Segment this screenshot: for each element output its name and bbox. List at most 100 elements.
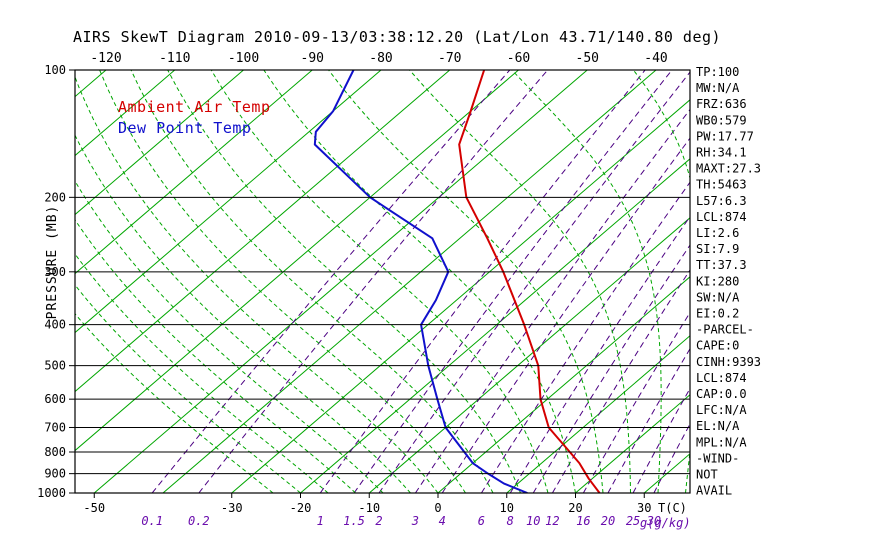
pressure-tick-label: 800 [44,445,66,459]
stat-tp-100: TP:100 [696,65,739,79]
top-temp-tick-label: -70 [438,51,461,66]
pressure-tick-label: 400 [44,318,66,332]
isotherm-line [75,70,451,393]
pressure-tick-label: 1000 [37,486,66,500]
isotherm-line [437,276,690,493]
stat-el-n-a: EL:N/A [696,419,740,433]
stat-lcl-874: LCL:874 [696,210,747,224]
top-temp-tick-label: -80 [369,51,392,66]
mixing-ratio-line [441,137,690,493]
top-temp-tick-label: -60 [507,51,530,66]
temp-unit-label: T(C) [658,501,687,515]
stat-si-7-9: SI:7.9 [696,242,739,256]
mixing-ratio-line [378,71,690,493]
moist-adiabat-line [75,75,439,493]
isotherm-line [75,70,382,334]
top-temp-tick-label: -100 [228,51,259,66]
isotherm-line [162,70,657,493]
legend-ambient-air-temp: Ambient Air Temp [118,98,271,116]
stat-th-5463: TH:5463 [696,178,747,192]
pressure-tick-label: 700 [44,420,66,434]
stat-maxt-27-3: MAXT:27.3 [696,162,761,176]
isotherm-line [75,70,176,157]
stat-ei-0-2: EI:0.2 [696,307,739,321]
moist-adiabat-line [75,312,274,493]
dew-point-temp-curve [313,70,528,493]
isotherm-line [575,394,690,493]
ambient-air-temp-curve [458,70,601,493]
top-temp-tick-label: -40 [644,51,667,66]
pressure-tick-label: 100 [44,63,66,77]
mixing-ratio-tick-label: 3 [411,514,419,528]
stat-pw-17-77: PW:17.77 [696,129,754,143]
mixing-ratio-tick-label: 30 [646,514,661,528]
isotherm-line [75,70,519,452]
pressure-tick-label: 900 [44,467,66,481]
stat-frz-636: FRZ:636 [696,97,747,111]
isotherm-line [643,453,690,493]
isotherm-line [0,70,37,493]
isotherm-line [368,217,690,493]
pressure-axis-label: PRESSURE (MB) [45,205,60,320]
stat-rh-34-1: RH:34.1 [696,146,747,160]
mixing-ratio-tick-label: 16 [576,514,590,528]
top-temp-tick-label: -50 [576,51,599,66]
stat-parcel: -PARCEL- [696,323,754,337]
moist-adiabat-line [99,70,466,493]
pressure-tick-label: 500 [44,359,66,373]
bottom-temp-tick-label: 0 [434,501,441,515]
chart-title: AIRS SkewT Diagram 2010-09-13/03:38:12.2… [73,28,721,46]
stat-li-2-6: LI:2.6 [696,226,739,240]
bottom-temp-tick-label: -50 [83,501,105,515]
isotherm-line [75,70,244,216]
mixing-ratio-line [632,387,690,493]
stat-wind: -WIND- [696,451,739,465]
stat-ki-280: KI:280 [696,274,739,288]
moist-adiabat-line [75,134,411,493]
mixing-ratio-line [198,70,549,493]
mixing-ratio-tick-label: 1.5 [343,514,365,528]
stats-panel: TP:100 MW:N/A FRZ:636 WB0:579 PW:17.77 RH:34.… [696,65,761,498]
bottom-temp-tick-label: -20 [290,501,312,515]
bottom-temp-tick-label: -30 [221,501,243,515]
mixing-ratio-line [532,244,690,493]
mixing-ratio-line [551,269,690,493]
moist-adiabat-line [210,70,549,493]
stat-mpl-n-a: MPL:N/A [696,435,747,449]
mixing-ratio-tick-label: 10 [526,514,540,528]
moist-adiabat-line [75,180,384,493]
mixing-ratio-tick-label: 20 [601,514,615,528]
stat-cinh-9393: CINH:9393 [696,355,761,369]
stat-cap-0-0: CAP:0.0 [696,387,747,401]
mixing-ratio-tick-label: 1 [317,514,324,528]
top-temp-tick-label: -110 [159,51,190,66]
stat-avail: AVAIL [696,484,732,498]
mixing-ratio-tick-label: 25 [626,514,640,528]
pressure-tick-label: 200 [44,190,66,204]
legend-dew-point-temp: Dew Point Temp [118,119,251,137]
isotherm-line [300,158,690,493]
isotherm-line [75,70,313,275]
bottom-temp-tick-label: 10 [500,501,514,515]
mixing-ratio-tick-label: 0.1 [141,514,163,528]
plot-border [74,69,691,494]
mixing-ratio-tick-label: 2 [375,514,382,528]
stat-wb0-579: WB0:579 [696,113,747,127]
stat-tt-37-3: TT:37.3 [696,258,747,272]
mixing-unit-label: g(g/kg) [640,516,691,530]
moist-adiabat-line [167,70,521,493]
mixing-ratio-line [653,423,690,493]
moist-adiabat-line [75,253,329,493]
pressure-tick-label: 300 [44,265,66,279]
moist-adiabat-line [263,70,576,493]
mixing-ratio-line [509,215,690,493]
mixing-ratio-tick-label: 6 [478,514,485,528]
top-temp-tick-label: -120 [90,51,121,66]
top-temp-tick-label: -90 [301,51,324,66]
stat-lcl-874: LCL:874 [696,371,747,385]
mixing-ratio-line [607,347,690,493]
stat-mw-n-a: MW:N/A [696,81,740,95]
